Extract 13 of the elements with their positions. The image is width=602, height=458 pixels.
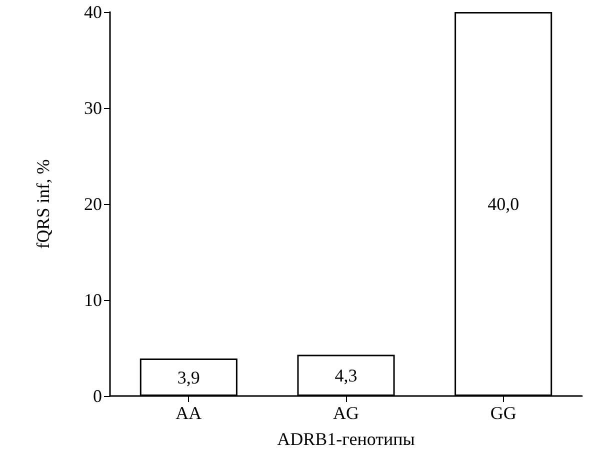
y-tick-label: 30 [84,98,102,118]
x-axis-title: ADRB1-генотипы [277,429,415,449]
x-tick-label: AG [333,403,359,423]
y-tick-label: 0 [93,386,102,406]
y-tick-label: 20 [84,194,102,214]
y-tick-label: 10 [84,290,102,310]
x-tick-label: AA [176,403,202,423]
y-tick-label: 40 [84,2,102,22]
y-axis-title: fQRS inf, % [33,159,53,249]
x-tick-label: GG [490,403,516,423]
data-label: 4,3 [334,365,358,386]
data-label: 3,9 [177,367,200,388]
data-label: 40,0 [488,194,520,214]
